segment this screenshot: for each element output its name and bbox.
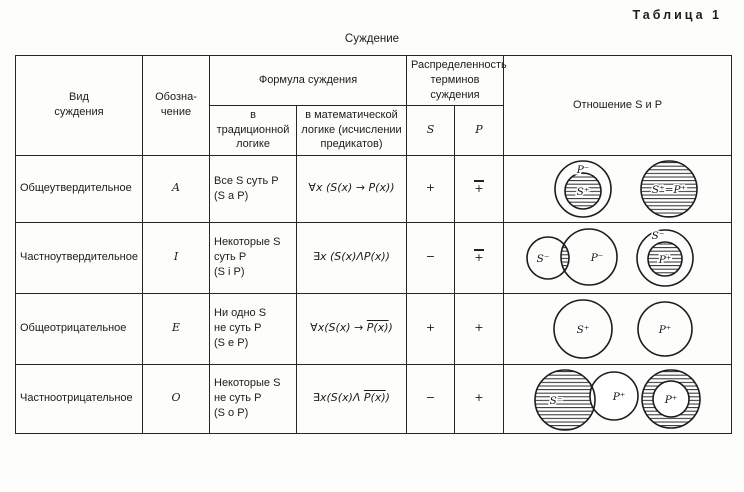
distribution-sign: + — [425, 181, 436, 195]
header-s-term: S — [406, 104, 455, 156]
relation-diagram-cell: S⁻ P⁺ P⁺ — [503, 363, 733, 434]
diagram-term-label: S⁺ — [577, 186, 590, 198]
judgment-symbol-cell: O — [142, 363, 210, 434]
table-number-label: Таблица 1 — [632, 8, 722, 22]
diagram-term-label: P⁺ — [612, 391, 626, 403]
judgment-type-cell: Общеутвердительное — [15, 154, 143, 223]
distribution-sign: − — [425, 250, 436, 264]
formula-text: ∀x (S(x) → P(x)) — [308, 181, 395, 195]
judgment-type-cell: Частноутвердительное — [15, 221, 143, 294]
table-row: Общеотрицательное E Ни одно S не суть P (S… — [15, 292, 733, 365]
negated-term: P(x) — [363, 391, 386, 405]
judgment-type-cell: Частноотрицательное — [15, 363, 143, 434]
traditional-formula-cell: Все S суть P (S a P) — [209, 154, 297, 223]
euler-diagram: S⁻ P⁻ S⁻ P⁺ — [526, 227, 694, 287]
distribution-sign: + — [425, 321, 436, 335]
table-row: Частноутвердительное I Некоторые S суть P … — [15, 221, 733, 294]
distribution-p-cell: + — [453, 154, 505, 223]
euler-diagram: P⁻ S⁺ S⁺=P⁺ — [554, 159, 698, 218]
distribution-p-cell: + — [453, 292, 505, 365]
relation-diagram-cell: S⁺ P⁺ — [503, 292, 733, 365]
traditional-formula-cell: Некоторые S суть P (S i P) — [209, 221, 297, 294]
diagram-term-label: P⁺ — [658, 324, 672, 336]
judgment-table: Вид суждения Обозна- чение Формула сужде… — [15, 55, 733, 434]
table-row: Общеутвердительное A Все S суть P (S a P) ∀… — [15, 154, 733, 223]
math-formula-cell: ∀x(S(x) → P(x)) — [296, 292, 407, 365]
judgment-symbol-cell: A — [142, 154, 210, 223]
distribution-sign: + — [474, 180, 484, 196]
negated-term: P(x) — [366, 321, 389, 335]
diagram-term-label: P⁺ — [658, 254, 672, 266]
diagram-term-label: S⁻ — [550, 395, 563, 407]
header-distribution-group: Распределенность терминов суждения — [405, 55, 507, 106]
formula-text: ∃x(S(x)Λ — [313, 391, 364, 405]
diagram-term-label: S⁻ — [537, 253, 550, 265]
euler-diagram: S⁻ P⁺ P⁺ — [534, 368, 701, 431]
distribution-sign: + — [474, 321, 484, 335]
distribution-p-cell: + — [453, 363, 505, 434]
traditional-formula-cell: Некоторые S не суть P (S o P) — [209, 363, 297, 434]
formula-text: ) — [385, 391, 390, 405]
table-caption: Суждение — [344, 33, 400, 45]
euler-diagram: S⁺ P⁺ — [553, 298, 693, 359]
formula-text: ∀x(S(x) → — [310, 321, 367, 335]
relation-diagram-cell: P⁻ S⁺ S⁺=P⁺ — [503, 154, 733, 223]
formula-text: ) — [388, 321, 393, 335]
header-p-term: P — [453, 104, 505, 156]
distribution-s-cell: − — [406, 363, 455, 434]
header-judgment-type: Вид суждения — [15, 55, 143, 156]
diagram-term-label: S⁻ — [652, 230, 665, 242]
table-row: Частноотрицательное O Некоторые S не суть … — [15, 363, 733, 434]
math-formula-cell: ∃x(S(x)Λ P(x)) — [296, 363, 407, 434]
judgment-symbol-cell: I — [142, 221, 210, 294]
distribution-s-cell: − — [406, 221, 455, 294]
judgment-symbol-cell: E — [142, 292, 210, 365]
distribution-sign: − — [425, 391, 436, 405]
relation-diagram-cell: S⁻ P⁻ S⁻ P⁺ — [503, 221, 733, 294]
diagram-term-label: S⁺=P⁺ — [652, 184, 686, 196]
header-designation: Обозна- чение — [142, 55, 210, 156]
header-formula-group: Формула суждения — [209, 55, 407, 106]
math-formula-cell: ∀x (S(x) → P(x)) — [296, 154, 407, 223]
header-relation-s-p: Отношение S и P — [503, 55, 733, 156]
distribution-sign: + — [474, 249, 484, 265]
diagram-term-label: P⁺ — [664, 394, 678, 406]
traditional-formula-cell: Ни одно S не суть P (S e P) — [209, 292, 297, 365]
judgment-type-cell: Общеотрицательное — [15, 292, 143, 365]
diagram-term-label: S⁺ — [577, 324, 590, 336]
distribution-s-cell: + — [406, 292, 455, 365]
math-formula-cell: ∃x (S(x)ΛP(x)) — [296, 221, 407, 294]
distribution-s-cell: + — [406, 154, 455, 223]
formula-text: ∃x (S(x)ΛP(x)) — [313, 250, 390, 264]
header-mathematical-logic: в математической логике (исчислении пред… — [296, 104, 407, 156]
distribution-sign: + — [474, 391, 484, 405]
diagram-term-label: P⁻ — [576, 164, 590, 176]
diagram-term-label: P⁻ — [590, 252, 604, 264]
distribution-p-cell: + — [453, 221, 505, 294]
header-traditional-logic: в традиционной логике — [209, 104, 297, 156]
